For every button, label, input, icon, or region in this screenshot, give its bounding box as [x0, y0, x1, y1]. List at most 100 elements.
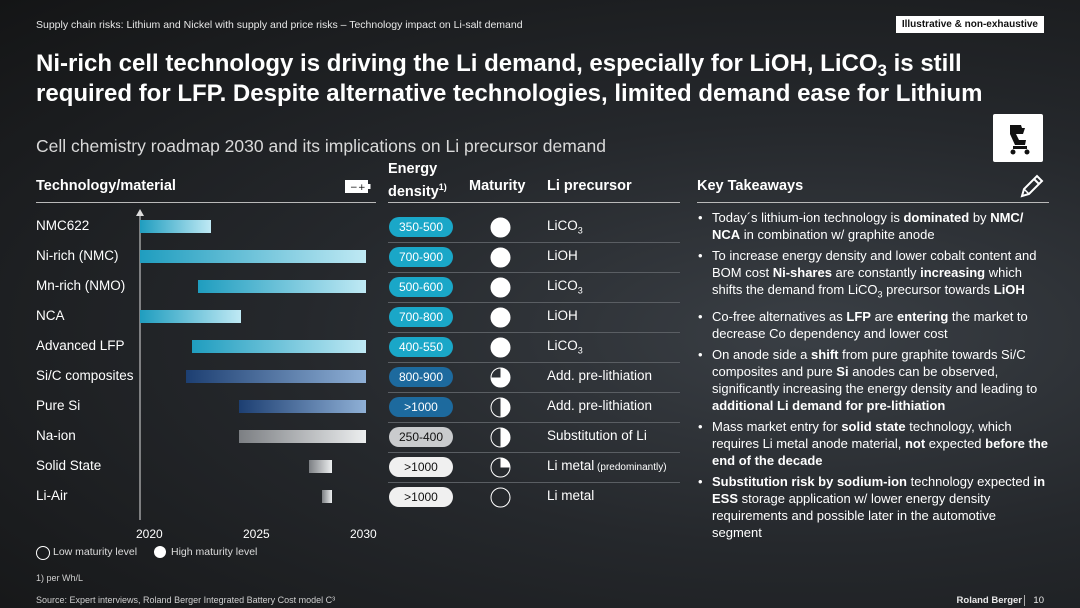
maturity-ball: [490, 247, 511, 268]
technology-label: Si/C composites: [36, 368, 134, 383]
page-subtitle: Cell chemistry roadmap 2030 and its impl…: [36, 136, 606, 156]
takeaway-item: On anode side a shift from pure graphite…: [697, 346, 1049, 414]
maturity-ball: [490, 307, 511, 328]
energy-density-pill: 700-900: [389, 247, 453, 267]
illustrative-badge: Illustrative & non-exhaustive: [895, 16, 1044, 33]
li-precursor: Add. pre-lithiation: [547, 398, 653, 413]
maturity-ball: [490, 337, 511, 358]
energy-header-line2: density: [388, 183, 439, 200]
tick-2030: 2030: [350, 527, 377, 541]
li-precursor: LiOH: [547, 308, 578, 323]
energy-header-line1: Energy: [388, 161, 438, 177]
footnote: 1) per Wh/L: [36, 573, 84, 583]
technology-label: Mn-rich (NMO): [36, 278, 126, 293]
li-precursor: LiCO3: [547, 218, 583, 236]
page-number: 10: [1024, 595, 1044, 606]
takeaway-item: Mass market entry for solid state techno…: [697, 418, 1049, 469]
high-maturity-dot: [154, 546, 166, 558]
title-part-1: Ni-rich cell technology is driving the L…: [36, 50, 878, 77]
low-maturity-dot: [36, 546, 50, 560]
timeline-axis-arrow: [136, 209, 144, 216]
row-separator: [388, 482, 680, 483]
maturity-header: Maturity: [469, 178, 526, 194]
technology-header: Technology/material: [36, 178, 176, 194]
precursor-header: Li precursor: [547, 178, 632, 194]
takeaways-header-separator: [697, 202, 1049, 203]
takeaway-item: Today´s lithium-ion technology is domina…: [697, 209, 1049, 243]
maturity-ball: [490, 277, 511, 298]
timeline-bar: [185, 370, 367, 383]
energy-density-pill: >1000: [389, 397, 453, 417]
title-part-2: is still: [886, 50, 962, 77]
li-precursor: Substitution of Li: [547, 428, 647, 443]
timeline-bar: [140, 250, 367, 263]
tick-2020: 2020: [136, 527, 163, 541]
title-line-2: required for LFP. Despite alternative te…: [36, 80, 983, 107]
tick-2025: 2025: [243, 527, 270, 541]
maturity-ball: [490, 457, 511, 478]
li-precursor: LiOH: [547, 248, 578, 263]
table-header-separator: [388, 202, 680, 203]
row-separator: [388, 362, 680, 363]
energy-density-pill: 400-550: [389, 337, 453, 357]
left-header-separator: [36, 202, 376, 203]
row-separator: [388, 392, 680, 393]
seat-icon: [993, 114, 1043, 162]
timeline-bar: [239, 430, 367, 443]
energy-footnote-mark: 1): [438, 182, 447, 192]
technology-label: Pure Si: [36, 398, 81, 413]
title-subscript: 3: [877, 61, 887, 80]
svg-text:−: −: [350, 183, 358, 193]
technology-label: NMC622: [36, 218, 90, 233]
technology-label: Na-ion: [36, 428, 76, 443]
timeline-bar: [191, 340, 367, 353]
row-separator: [388, 272, 680, 273]
energy-density-pill: >1000: [389, 487, 453, 507]
energy-density-pill: 800-900: [389, 367, 453, 387]
timeline-bar: [197, 280, 367, 293]
timeline-bar: [239, 400, 367, 413]
high-maturity-label: High maturity level: [171, 546, 258, 558]
li-precursor: Add. pre-lithiation: [547, 368, 653, 383]
timeline-bar: [140, 220, 212, 233]
li-precursor: LiCO3: [547, 278, 583, 296]
energy-density-pill: 250-400: [389, 427, 453, 447]
technology-label: Ni-rich (NMC): [36, 248, 119, 263]
technology-label: NCA: [36, 308, 65, 323]
energy-density-pill: >1000: [389, 457, 453, 477]
timeline-bar: [140, 310, 242, 323]
takeaway-item: Co-free alternatives as LFP are entering…: [697, 308, 1049, 342]
energy-density-pill: 700-800: [389, 307, 453, 327]
li-precursor: LiCO3: [547, 338, 583, 356]
takeaways-list: Today´s lithium-ion technology is domina…: [697, 209, 1049, 545]
row-separator: [388, 332, 680, 333]
row-separator: [388, 302, 680, 303]
li-precursor: Li metal: [547, 488, 595, 503]
kicker-text: Supply chain risks: Lithium and Nickel w…: [36, 19, 523, 31]
maturity-ball: [490, 487, 511, 508]
brand-logo: Roland Berger: [956, 595, 1022, 606]
maturity-ball: [490, 427, 511, 448]
li-precursor: Li metal (predominantly): [547, 458, 667, 473]
low-maturity-label: Low maturity level: [53, 546, 138, 558]
technology-label: Li-Air: [36, 488, 68, 503]
takeaways-header: Key Takeaways: [697, 178, 804, 194]
energy-density-pill: 500-600: [389, 277, 453, 297]
maturity-ball: [490, 217, 511, 238]
maturity-ball: [490, 367, 511, 388]
pencil-icon: [1018, 172, 1046, 200]
timeline-bar: [322, 490, 333, 503]
row-separator: [388, 242, 680, 243]
row-separator: [388, 452, 680, 453]
energy-density-pill: 350-500: [389, 217, 453, 237]
timeline-bar: [308, 460, 333, 473]
maturity-ball: [490, 397, 511, 418]
battery-icon: − +: [345, 180, 371, 193]
technology-label: Solid State: [36, 458, 102, 473]
takeaway-item: Substitution risk by sodium-ion technolo…: [697, 473, 1049, 541]
takeaway-item: To increase energy density and lower cob…: [697, 247, 1049, 304]
row-separator: [388, 422, 680, 423]
source-note: Source: Expert interviews, Roland Berger…: [36, 595, 336, 605]
technology-label: Advanced LFP: [36, 338, 125, 353]
svg-text:+: +: [358, 183, 366, 193]
